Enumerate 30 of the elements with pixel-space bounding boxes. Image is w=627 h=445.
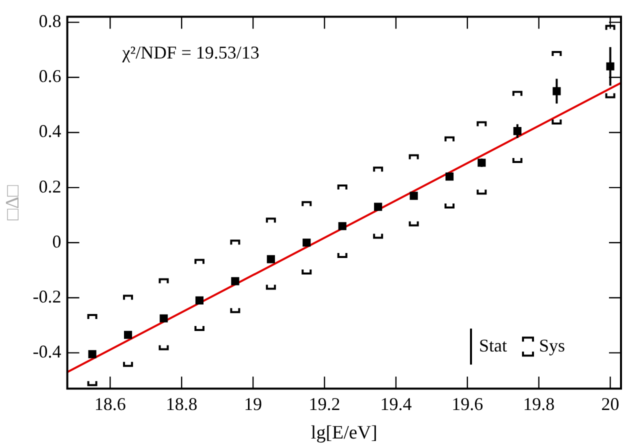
y-tick-label: -0.2	[32, 286, 62, 306]
point	[231, 277, 240, 286]
x-tick-label: 19	[244, 394, 262, 414]
legend-label: Sys	[539, 335, 566, 356]
point	[124, 330, 132, 339]
x-tick-label: 19.2	[308, 394, 340, 414]
x-tick-label: 19.8	[523, 394, 555, 414]
x-tick-label: 18.8	[166, 394, 198, 414]
point	[266, 255, 275, 264]
point	[410, 192, 418, 200]
point	[338, 222, 346, 230]
point	[88, 350, 96, 358]
point	[302, 238, 311, 247]
point	[160, 314, 168, 322]
y-axis-title: □Δ□	[2, 184, 24, 220]
y-tick-label: 0	[52, 231, 62, 252]
y-tick-label: 0.4	[38, 121, 62, 142]
x-tick-label: 19.4	[380, 394, 412, 414]
y-tick-label: -0.4	[32, 342, 62, 362]
point	[195, 296, 204, 305]
legend-label: Stat	[479, 335, 508, 356]
y-tick-label: 0.8	[38, 11, 62, 32]
y-tick-label: 0.2	[38, 176, 62, 196]
x-tick-label: 19.6	[452, 394, 484, 414]
x-axis-title: lg[E/eV]	[310, 422, 378, 444]
point	[374, 202, 382, 211]
annotation: χ²/NDF = 19.53/13	[121, 42, 260, 63]
x-tick-label: 20	[601, 394, 620, 414]
x-tick-label: 18.6	[94, 394, 126, 414]
y-tick-label: 0.6	[38, 66, 62, 86]
